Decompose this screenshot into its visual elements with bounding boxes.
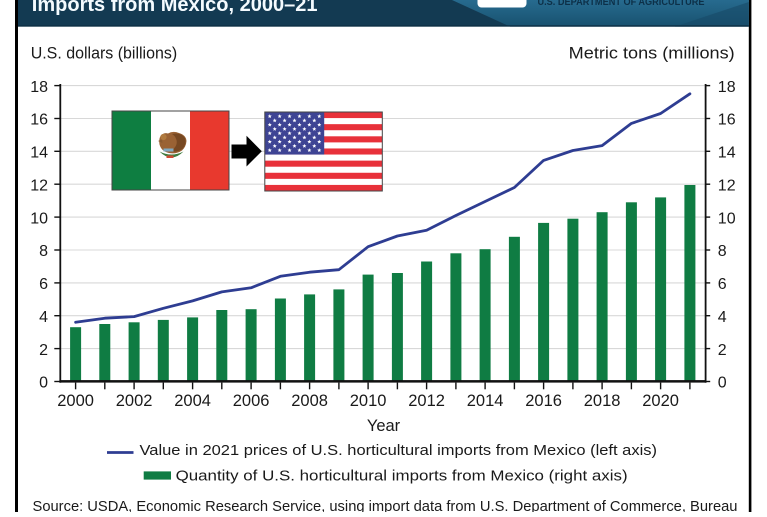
svg-text:16: 16 xyxy=(30,112,48,129)
svg-text:2004: 2004 xyxy=(174,392,211,410)
svg-text:12: 12 xyxy=(30,177,48,194)
svg-text:2014: 2014 xyxy=(467,392,504,410)
svg-text:2000: 2000 xyxy=(57,392,94,410)
svg-text:2008: 2008 xyxy=(291,392,328,410)
svg-text:2020: 2020 xyxy=(642,392,679,410)
svg-text:18: 18 xyxy=(30,79,48,96)
svg-text:2002: 2002 xyxy=(116,392,153,410)
svg-text:2010: 2010 xyxy=(350,392,387,410)
svg-text:12: 12 xyxy=(718,177,736,194)
svg-text:0: 0 xyxy=(718,375,727,392)
svg-text:U.S. DEPARTMENT OF AGRICULTURE: U.S. DEPARTMENT OF AGRICULTURE xyxy=(538,0,705,8)
svg-text:2012: 2012 xyxy=(408,392,445,410)
svg-text:14: 14 xyxy=(30,145,48,162)
svg-text:16: 16 xyxy=(718,112,736,129)
svg-text:U.S. dollars (billions): U.S. dollars (billions) xyxy=(31,43,178,62)
svg-text:Quantity of U.S. horticultural: Quantity of U.S. horticultural imports f… xyxy=(176,468,628,484)
svg-text:6: 6 xyxy=(39,276,48,293)
svg-text:Imports from Mexico, 2000–21: Imports from Mexico, 2000–21 xyxy=(32,0,318,16)
svg-text:10: 10 xyxy=(718,210,736,227)
svg-text:6: 6 xyxy=(718,276,727,293)
svg-text:Value in 2021 prices of U.S. h: Value in 2021 prices of U.S. horticultur… xyxy=(140,443,658,459)
svg-text:0: 0 xyxy=(39,375,48,392)
svg-text:4: 4 xyxy=(718,309,727,326)
svg-text:Source: USDA, Economic Researc: Source: USDA, Economic Research Service,… xyxy=(33,499,738,512)
svg-text:18: 18 xyxy=(718,79,736,96)
svg-text:4: 4 xyxy=(39,309,48,326)
svg-text:8: 8 xyxy=(39,243,48,260)
svg-text:14: 14 xyxy=(718,145,736,162)
svg-text:2016: 2016 xyxy=(525,392,562,410)
svg-text:10: 10 xyxy=(30,210,48,227)
svg-text:8: 8 xyxy=(718,243,727,260)
svg-text:2006: 2006 xyxy=(233,392,270,410)
svg-text:2: 2 xyxy=(718,342,727,359)
svg-text:2: 2 xyxy=(39,342,48,359)
svg-text:2018: 2018 xyxy=(584,392,621,410)
svg-text:Year: Year xyxy=(367,417,401,435)
svg-text:Metric tons (millions): Metric tons (millions) xyxy=(569,43,735,62)
